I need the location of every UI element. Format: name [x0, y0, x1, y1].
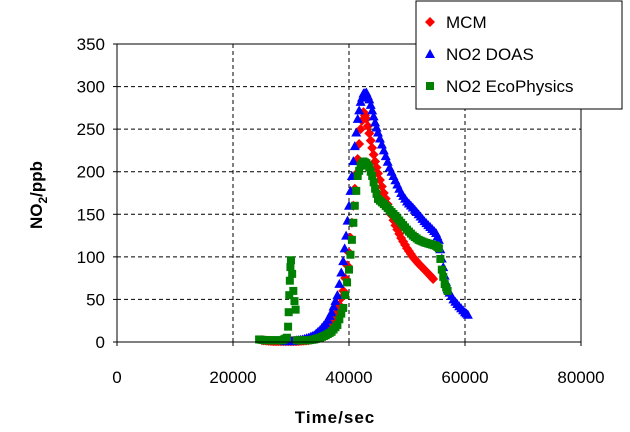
y-tick-label: 200: [77, 163, 105, 182]
x-axis-title: Time/sec: [295, 408, 375, 427]
data-point: [349, 219, 357, 227]
legend-marker: [426, 82, 434, 90]
data-point: [286, 277, 294, 285]
data-point: [284, 323, 292, 331]
data-point: [348, 236, 356, 244]
data-point: [346, 251, 354, 259]
data-point: [283, 334, 291, 342]
data-point: [292, 306, 300, 314]
data-point: [341, 291, 349, 299]
legend-label: MCM: [446, 13, 487, 32]
data-point: [286, 263, 294, 271]
data-point: [351, 202, 359, 210]
data-point: [343, 278, 351, 286]
x-tick-label: 20000: [209, 368, 256, 387]
legend: MCM NO2 DOAS NO2 EcoPhysics: [416, 1, 622, 109]
data-point: [290, 297, 298, 305]
x-tick-label: 0: [112, 368, 121, 387]
data-point: [438, 266, 446, 274]
x-tick-label: 40000: [325, 368, 372, 387]
y-axis-title-tail: /ppb: [27, 161, 46, 197]
x-tick-label: 60000: [441, 368, 488, 387]
y-tick-label: 350: [77, 35, 105, 54]
data-point: [339, 304, 347, 312]
data-point: [287, 256, 295, 264]
y-tick-label: 300: [77, 78, 105, 97]
data-point: [285, 308, 293, 316]
y-axis-title-main: NO: [27, 204, 46, 230]
data-point: [436, 255, 444, 263]
data-point: [435, 244, 443, 252]
y-tick-label: 0: [96, 333, 105, 352]
y-tick-label: 250: [77, 120, 105, 139]
y-tick-label: 150: [77, 205, 105, 224]
data-point: [352, 187, 360, 195]
data-point: [288, 270, 296, 278]
legend-label: NO2 EcoPhysics: [446, 77, 574, 96]
data-point: [289, 287, 297, 295]
data-point: [345, 266, 353, 274]
data-point: [439, 273, 447, 281]
x-tick-label: 80000: [557, 368, 604, 387]
data-point: [444, 287, 452, 295]
y-tick-label: 50: [86, 290, 105, 309]
legend-label: NO2 DOAS: [446, 45, 534, 64]
y-tick-label: 100: [77, 248, 105, 267]
